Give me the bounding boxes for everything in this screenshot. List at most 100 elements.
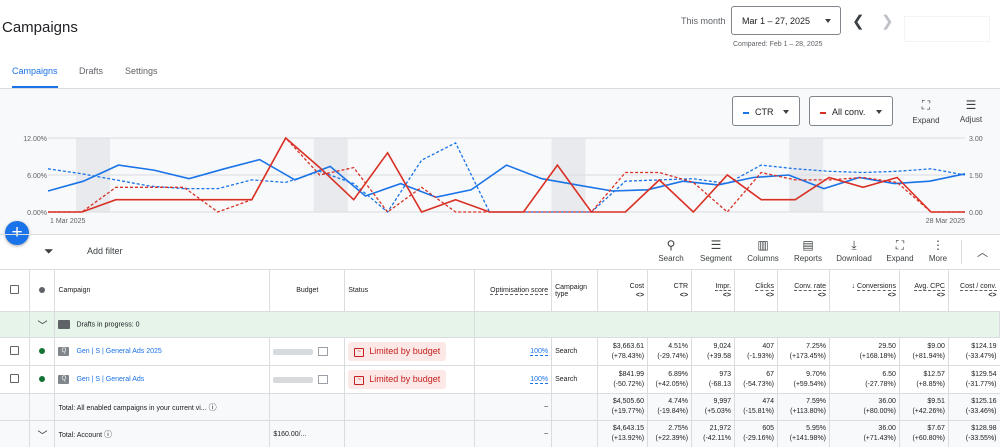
status-badge[interactable]: ~ Limited by budget — [348, 342, 447, 361]
table-row[interactable]: Q Gen | S | General Ads 2025 ~ Limited by … — [0, 337, 1000, 366]
reports-button[interactable]: ▤ Reports — [788, 238, 828, 263]
cost-value: $841.99 — [618, 370, 645, 378]
add-filter-button[interactable]: Add filter — [87, 246, 123, 256]
column-header-campaign-type[interactable]: Campaign type — [551, 269, 599, 312]
optimisation-score-link[interactable]: 100% — [530, 347, 549, 356]
status-dot-header — [29, 269, 56, 312]
tab-campaigns[interactable]: Campaigns — [12, 66, 58, 76]
impr-value: 9,024 — [713, 342, 732, 350]
tab-drafts[interactable]: Drafts — [79, 66, 104, 76]
conv-rate-value: 7.59% — [806, 398, 826, 405]
avg-cpc-value: $7.67 — [927, 425, 945, 432]
column-header-budget[interactable]: Budget — [269, 269, 346, 312]
column-header-cost-conv[interactable]: Cost / conv. <> — [948, 269, 1000, 312]
help-icon[interactable]: ⓘ — [104, 429, 112, 439]
columns-button[interactable]: ▥ Columns — [743, 238, 783, 263]
budget-header-label: Budget — [296, 287, 319, 294]
avg-cpc-value: $9.00 — [927, 342, 945, 350]
y-left-tick-label: 6.00% — [27, 173, 47, 180]
select-all-checkbox[interactable] — [10, 285, 20, 294]
row-checkbox[interactable] — [10, 374, 20, 383]
avg-cpc-cell: $9.00 (+81.94%) — [899, 337, 949, 366]
search-campaign-icon: Q — [58, 375, 70, 384]
conv-rate-cell: 9.70% (+59.54%) — [777, 365, 830, 394]
x-end-label: 28 Mar 2025 — [926, 218, 965, 225]
expand-icon: ⛶ — [895, 238, 905, 252]
row-checkbox[interactable] — [10, 346, 20, 355]
help-icon[interactable]: ⓘ — [208, 402, 217, 412]
column-header-ctr[interactable]: CTR <> — [647, 269, 693, 312]
drafts-row: ﹀ Drafts in progress: 0 — [0, 311, 1000, 338]
status-header-label: Status — [348, 287, 369, 294]
conv-rate-delta: (+59.54%) — [793, 380, 827, 388]
impr-value: 973 — [719, 370, 732, 378]
collapse-chevron-up-icon[interactable]: ︿ — [977, 247, 988, 259]
metric-label: All conv. — [832, 107, 866, 117]
avg-cpc-cell: $12.57 (+8.85%) — [899, 365, 949, 394]
avg-cpc-delta: (+42.26%) — [912, 408, 945, 415]
ctr-delta: (-19.84%) — [657, 408, 689, 415]
ctr-header-label: CTR — [673, 282, 689, 290]
image-icon — [318, 375, 329, 384]
campaign-name-link[interactable]: Gen | S | General Ads 2025 — [76, 348, 162, 355]
download-button[interactable]: ⤓ Download — [834, 238, 874, 263]
column-header-impr[interactable]: Impr. <> — [691, 269, 736, 312]
segment-button[interactable]: ☰ Segment — [696, 238, 736, 263]
conv-rate-header-label: Conv. rate — [794, 282, 826, 291]
expand-chevron-down-icon[interactable]: ﹀ — [29, 420, 56, 447]
date-range-picker[interactable]: Mar 1 – 27, 2025 — [731, 6, 841, 35]
table-expand-button[interactable]: ⛶ Expand — [880, 238, 920, 263]
create-campaign-button[interactable]: + — [5, 221, 29, 245]
enabled-status-icon[interactable] — [39, 347, 46, 354]
next-period-icon[interactable]: ❯ — [881, 13, 894, 30]
clicks-header-label: Clicks — [755, 282, 775, 291]
cost-conv-cell: $124.19 (-33.47%) — [948, 337, 1000, 366]
column-header-avg-cpc[interactable]: Avg. CPC <> — [899, 269, 949, 312]
total-opt-cell: – — [474, 420, 553, 447]
chart-adjust-button[interactable]: ☰ Adjust — [951, 98, 991, 124]
conv-rate-cell: 7.25% (+173.45%) — [777, 337, 830, 366]
column-header-conv-rate[interactable]: Conv. rate <> — [777, 269, 830, 312]
column-header-status[interactable]: Status — [344, 269, 476, 312]
impr-cell: 9,024 (+39.58 — [691, 337, 736, 366]
cost-conv-delta: (-33.46%) — [965, 408, 997, 415]
enabled-status-icon[interactable] — [39, 375, 46, 382]
column-header-optimisation-score[interactable]: Optimisation score — [474, 269, 553, 312]
conv-rate-delta: (+141.98%) — [789, 435, 826, 442]
performance-chart: 12.00% 6.00% 0.00% 3.00 1.50 0.00 1 Mar 2025 28… — [23, 136, 982, 225]
clicks-delta: (-54.73%) — [743, 380, 775, 388]
optimisation-score-link[interactable]: 100% — [530, 375, 549, 384]
status-cell: ~ Limited by budget — [344, 337, 476, 366]
column-header-clicks[interactable]: Clicks <> — [734, 269, 779, 312]
segment-label: Segment — [699, 254, 733, 263]
cost-delta: (+19.77%) — [611, 408, 645, 415]
x-start-label: 1 Mar 2025 — [50, 218, 86, 225]
column-header-cost[interactable]: Cost <> — [597, 269, 649, 312]
column-header-conversions[interactable]: ↓ Conversions <> — [829, 269, 900, 312]
opt-score-header-label: Optimisation score — [490, 287, 549, 295]
chart-expand-button[interactable]: ⛶ Expand — [906, 98, 946, 125]
more-button[interactable]: ⋮ More — [918, 238, 958, 263]
tab-settings[interactable]: Settings — [125, 66, 158, 76]
table-row[interactable]: Q Gen | S | General Ads ~ Limited by budge… — [0, 365, 1000, 394]
impr-delta: (+5.03% — [704, 408, 732, 415]
status-badge[interactable]: ~ Limited by budget — [348, 370, 447, 389]
impr-value: 21,972 — [709, 425, 732, 432]
cost-cell: $3,663.61 (+78.43%) — [597, 337, 649, 366]
sort-arrows-icon: <> — [765, 291, 775, 299]
clicks-value: 474 — [762, 398, 775, 405]
column-header-campaign[interactable]: Campaign — [54, 269, 271, 312]
cost-value: $3,663.61 — [612, 342, 645, 350]
search-label: Search — [658, 254, 684, 263]
campaign-name-link[interactable]: Gen | S | General Ads — [76, 376, 145, 383]
cost-conv-header-label: Cost / conv. — [960, 282, 997, 291]
expand-chevron-down-icon[interactable]: ﹀ — [29, 311, 56, 338]
search-button[interactable]: ⚲ Search — [651, 238, 691, 263]
redacted-budget — [273, 376, 314, 383]
filter-icon[interactable]: ⏷ — [44, 244, 54, 258]
metric-selector-ctr[interactable]: CTR — [732, 96, 800, 126]
campaign-cell: Q Gen | S | General Ads — [54, 365, 271, 394]
metric-selector-all-conv[interactable]: All conv. — [809, 96, 893, 126]
conv-rate-delta: (+113.80%) — [790, 408, 826, 415]
previous-period-icon[interactable]: ❮ — [852, 13, 865, 30]
